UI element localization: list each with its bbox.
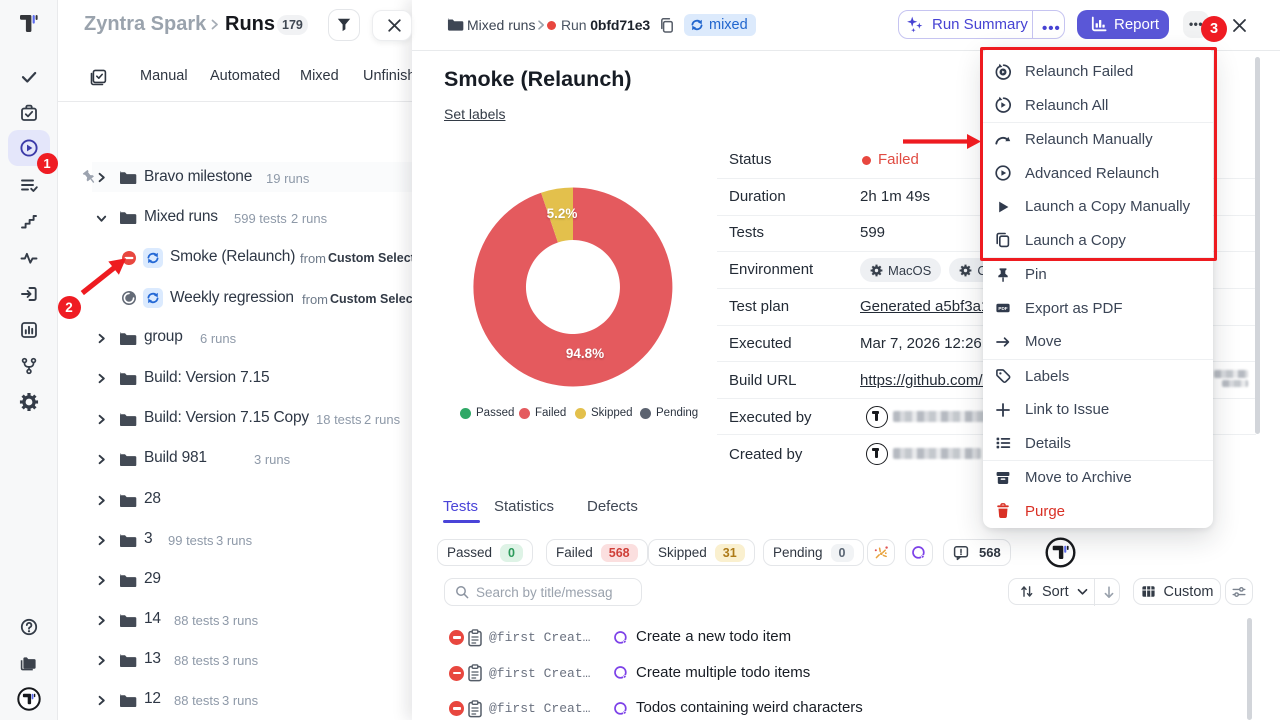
svg-text:94.8%: 94.8% <box>566 346 604 361</box>
svg-text:5.2%: 5.2% <box>547 206 578 221</box>
svg-text:PDF: PDF <box>998 306 1007 311</box>
